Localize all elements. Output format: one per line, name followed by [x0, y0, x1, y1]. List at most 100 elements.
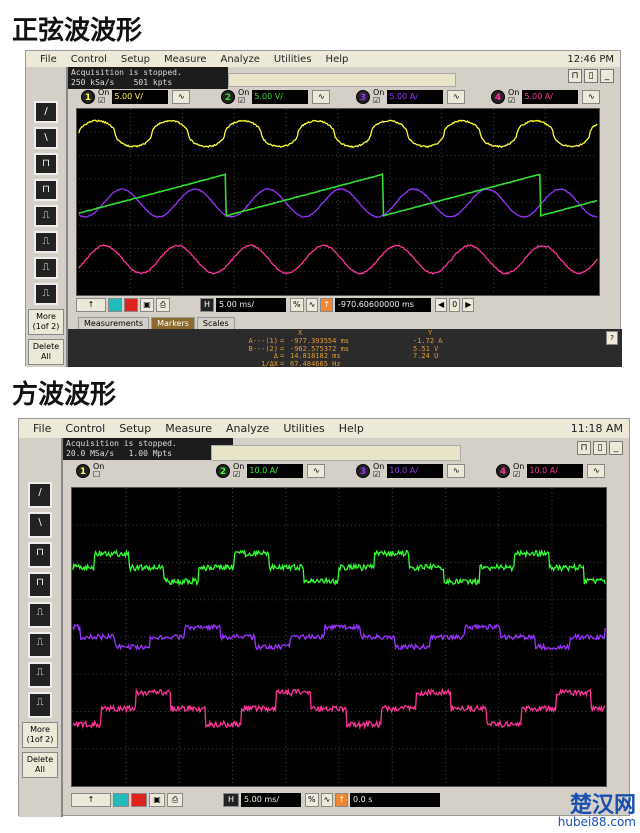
waveform-overview[interactable] [228, 73, 456, 87]
menu-utilities[interactable]: Utilities [283, 422, 324, 435]
menu-help[interactable]: Help [339, 422, 364, 435]
coupling-icon[interactable]: ∿ [587, 464, 605, 478]
mouse-icon[interactable]: ▯ [584, 69, 598, 83]
pulse-icon[interactable]: ⊓ [28, 542, 52, 568]
channel-2-button[interactable]: 2 [216, 464, 230, 478]
coupling-icon[interactable]: ∿ [447, 90, 465, 104]
delay-field[interactable]: -970.60600000 ms [335, 298, 431, 312]
more-button[interactable]: More (1of 2) [22, 722, 58, 748]
channel-on-checkbox[interactable]: On ☑ [238, 89, 249, 105]
coupling-icon[interactable]: ∿ [447, 464, 465, 478]
channel-on-checkbox[interactable]: On ☑ [508, 89, 519, 105]
pattern-icon[interactable]: ⎍ [28, 632, 52, 658]
channel-scale-field[interactable]: 5.00 A/ [387, 90, 443, 104]
print-icon[interactable]: ⎙ [167, 793, 183, 807]
channel-4-button[interactable]: 4 [496, 464, 510, 478]
more-button[interactable]: More (1of 2) [28, 309, 64, 335]
channel-scale-field[interactable]: 10.0 A/ [527, 464, 583, 478]
fine-icon[interactable]: % [305, 793, 319, 807]
pattern-icon[interactable]: ⎍ [28, 662, 52, 688]
help-button[interactable]: ? [606, 331, 618, 345]
channel-on-checkbox[interactable]: On ☑ [98, 89, 109, 105]
pulse-icon[interactable]: ⊓ [34, 179, 58, 201]
marker-icon[interactable]: ↑ [76, 298, 106, 312]
channel-2-button[interactable]: 2 [221, 90, 235, 104]
menu-utilities[interactable]: Utilities [274, 54, 312, 65]
pattern-icon[interactable]: ⎍ [34, 257, 58, 279]
stop-button[interactable] [131, 793, 147, 807]
channel-1-button[interactable]: 1 [81, 90, 95, 104]
menu-control[interactable]: Control [71, 54, 107, 65]
nav-center-button[interactable]: 0 [449, 298, 460, 312]
channel-3-button[interactable]: 3 [356, 464, 370, 478]
channel-4-button[interactable]: 4 [491, 90, 505, 104]
horizontal-button[interactable]: H [200, 298, 214, 312]
pattern-icon[interactable]: ⎍ [34, 205, 58, 227]
menu-analyze[interactable]: Analyze [226, 422, 269, 435]
screenshot-icon[interactable]: ▣ [140, 298, 154, 312]
menu-file[interactable]: File [40, 54, 57, 65]
channel-1-button[interactable]: 1 [76, 464, 90, 478]
waveform-overview[interactable] [211, 445, 461, 461]
trigger-ref-icon[interactable]: ↑ [335, 793, 348, 807]
pattern-icon[interactable]: ⎍ [28, 602, 52, 628]
trigger-falling-icon[interactable]: \ [34, 127, 58, 149]
run-button[interactable] [108, 298, 122, 312]
channel-scale-field[interactable]: 10.0 A/ [247, 464, 303, 478]
delete-all-button[interactable]: Delete All [22, 752, 58, 778]
wave-icon[interactable]: ∿ [321, 793, 334, 807]
channel-on-checkbox[interactable]: On ☑ [513, 463, 524, 479]
stop-button[interactable] [124, 298, 138, 312]
pattern-icon[interactable]: ⎍ [34, 283, 58, 305]
trigger-falling-icon[interactable]: \ [28, 512, 52, 538]
menu-setup[interactable]: Setup [119, 422, 151, 435]
channel-scale-field[interactable]: 5.00 V/ [252, 90, 308, 104]
menu-file[interactable]: File [33, 422, 51, 435]
menu-analyze[interactable]: Analyze [221, 54, 260, 65]
pulse-icon[interactable]: ⊓ [34, 153, 58, 175]
screenshot-icon[interactable]: ▣ [149, 793, 165, 807]
channel-3-button[interactable]: 3 [356, 90, 370, 104]
channel-scale-field[interactable]: 5.00 A/ [522, 90, 578, 104]
menu-measure[interactable]: Measure [165, 422, 212, 435]
coupling-icon[interactable]: ∿ [307, 464, 325, 478]
square-wave-icon[interactable]: ⊓ [568, 69, 582, 83]
menu-help[interactable]: Help [326, 54, 349, 65]
fine-icon[interactable]: % [290, 298, 304, 312]
menu-setup[interactable]: Setup [121, 54, 150, 65]
coupling-icon[interactable]: ∿ [312, 90, 330, 104]
waveform-display[interactable] [76, 108, 600, 296]
minimize-icon[interactable]: _ [600, 69, 614, 83]
channel-on-checkbox[interactable]: On ☑ [373, 463, 384, 479]
channel-on-checkbox[interactable]: On ☑ [233, 463, 244, 479]
minimize-icon[interactable]: _ [609, 441, 623, 455]
trigger-rising-icon[interactable]: / [28, 482, 52, 508]
square-wave-icon[interactable]: ⊓ [577, 441, 591, 455]
run-button[interactable] [113, 793, 129, 807]
channel-scale-field[interactable]: 5.00 V/ [112, 90, 168, 104]
horizontal-button[interactable]: H [223, 793, 239, 807]
pulse-icon[interactable]: ⊓ [28, 572, 52, 598]
nav-left-button[interactable]: ◀ [435, 298, 447, 312]
timebase-field[interactable]: 5.00 ms/ [216, 298, 286, 312]
pattern-icon[interactable]: ⎍ [28, 692, 52, 718]
marker-icon[interactable]: ↑ [71, 793, 111, 807]
wave-icon[interactable]: ∿ [306, 298, 319, 312]
nav-right-button[interactable]: ▶ [462, 298, 474, 312]
mouse-icon[interactable]: ▯ [593, 441, 607, 455]
delay-field[interactable]: 0.0 s [350, 793, 440, 807]
trigger-rising-icon[interactable]: / [34, 101, 58, 123]
waveform-display[interactable] [71, 487, 607, 787]
pattern-icon[interactable]: ⎍ [34, 231, 58, 253]
menu-control[interactable]: Control [65, 422, 105, 435]
channel-on-checkbox[interactable]: On ☑ [373, 89, 384, 105]
timebase-field[interactable]: 5.00 ms/ [241, 793, 301, 807]
coupling-icon[interactable]: ∿ [582, 90, 600, 104]
channel-scale-field[interactable]: 10.0 A/ [387, 464, 443, 478]
print-icon[interactable]: ⎙ [156, 298, 170, 312]
coupling-icon[interactable]: ∿ [172, 90, 190, 104]
menu-measure[interactable]: Measure [164, 54, 207, 65]
channel-on-checkbox[interactable]: On ☐ [93, 463, 104, 479]
delete-all-button[interactable]: Delete All [28, 339, 64, 365]
trigger-ref-icon[interactable]: ↑ [320, 298, 333, 312]
